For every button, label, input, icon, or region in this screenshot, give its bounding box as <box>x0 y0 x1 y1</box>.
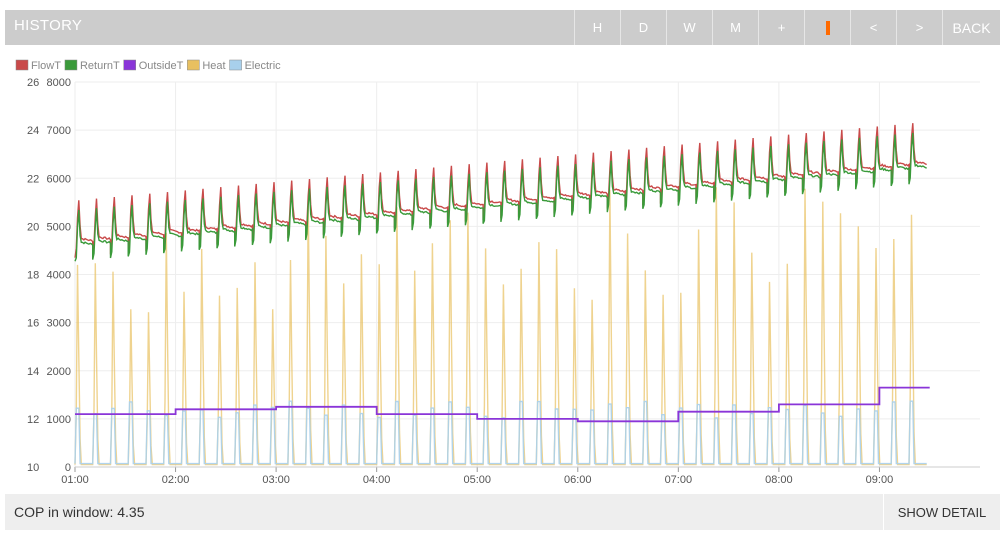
chart-area[interactable]: 10 12 14 16 18 20 22 24 26 0 1000 2000 3000 4000 5000 6… <box>5 45 1000 494</box>
y-left-tick-label: 18 <box>27 270 39 282</box>
chart-axes: 10 12 14 16 18 20 22 24 26 0 1000 2000 3000 4000 5000 6… <box>27 77 980 486</box>
y-left-tick-label: 20 <box>27 221 39 233</box>
cop-label: COP in window: <box>14 504 114 520</box>
legend-label: OutsideT <box>139 60 184 72</box>
legend-item-heat[interactable]: Heat <box>187 59 226 72</box>
legend-swatch <box>64 59 78 71</box>
y-right-tick-label: 7000 <box>47 125 71 137</box>
warning-button[interactable] <box>804 10 850 45</box>
x-tick-label: 09:00 <box>866 474 894 486</box>
history-header: HISTORY H D W M + < > BACK <box>5 10 1000 45</box>
x-tick-label: 06:00 <box>564 474 592 486</box>
chart-series <box>74 123 930 466</box>
series-flowt <box>74 123 927 258</box>
y-left-tick-label: 14 <box>27 366 39 378</box>
week-button[interactable]: W <box>666 10 712 45</box>
history-panel: HISTORY H D W M + < > BACK 10 12 14 16 18 20 2… <box>5 10 1000 530</box>
legend-label: Electric <box>245 60 282 72</box>
next-button[interactable]: > <box>896 10 942 45</box>
y-right-tick-label: 3000 <box>47 318 71 330</box>
legend-item-outsidet[interactable]: OutsideT <box>123 59 184 72</box>
y-left-tick-label: 10 <box>27 462 39 474</box>
y-left-tick-label: 12 <box>27 414 39 426</box>
legend-swatch <box>15 59 29 71</box>
y-left-tick-label: 16 <box>27 318 39 330</box>
x-tick-label: 03:00 <box>262 474 290 486</box>
y-right-tick-label: 2000 <box>47 366 71 378</box>
page-title: HISTORY <box>14 17 83 34</box>
month-button[interactable]: M <box>712 10 758 45</box>
series-outsidet <box>75 386 930 423</box>
x-tick-label: 01:00 <box>61 474 89 486</box>
warning-bar-icon <box>825 20 830 35</box>
x-tick-label: 02:00 <box>162 474 190 486</box>
series-returnt <box>74 132 927 262</box>
y-right-tick-label: 8000 <box>47 77 71 89</box>
legend-item-returnt[interactable]: ReturnT <box>64 59 120 72</box>
footer-bar: COP in window: 4.35 SHOW DETAIL <box>5 494 1000 530</box>
y-right-tick-label: 4000 <box>47 270 71 282</box>
legend-label: FlowT <box>31 60 61 72</box>
legend-label: Heat <box>202 60 225 72</box>
chart-legend: FlowT ReturnT OutsideT Heat Electric <box>15 59 282 72</box>
previous-button[interactable]: < <box>850 10 896 45</box>
y-left-tick-label: 24 <box>27 125 39 137</box>
y-left-tick-label: 22 <box>27 173 39 185</box>
legend-item-flowt[interactable]: FlowT <box>15 59 61 72</box>
history-chart[interactable]: 10 12 14 16 18 20 22 24 26 0 1000 2000 3000 4000 5000 6… <box>5 45 1000 494</box>
x-tick-label: 07:00 <box>665 474 693 486</box>
time-controls: H D W M + < > BACK <box>574 10 1000 45</box>
y-right-tick-label: 0 <box>65 462 71 474</box>
zoom-in-button[interactable]: + <box>758 10 804 45</box>
y-right-tick-label: 5000 <box>47 221 71 233</box>
x-tick-label: 08:00 <box>765 474 793 486</box>
series-heat <box>74 187 927 466</box>
day-button[interactable]: D <box>620 10 666 45</box>
show-detail-button[interactable]: SHOW DETAIL <box>883 494 1000 530</box>
y-right-tick-label: 1000 <box>47 414 71 426</box>
legend-label: ReturnT <box>80 60 120 72</box>
x-tick-label: 05:00 <box>463 474 491 486</box>
legend-swatch <box>123 59 136 71</box>
legend-swatch <box>187 59 200 71</box>
series-electric <box>74 400 927 465</box>
y-right-tick-label: 6000 <box>47 173 71 185</box>
legend-item-electric[interactable]: Electric <box>229 59 282 72</box>
legend-swatch <box>229 59 242 71</box>
cop-value: 4.35 <box>117 504 145 520</box>
cop-summary: COP in window: 4.35 <box>14 504 144 520</box>
hour-button[interactable]: H <box>574 10 620 45</box>
y-left-tick-label: 26 <box>27 77 39 89</box>
back-button[interactable]: BACK <box>942 10 1000 45</box>
x-tick-label: 04:00 <box>363 474 391 486</box>
